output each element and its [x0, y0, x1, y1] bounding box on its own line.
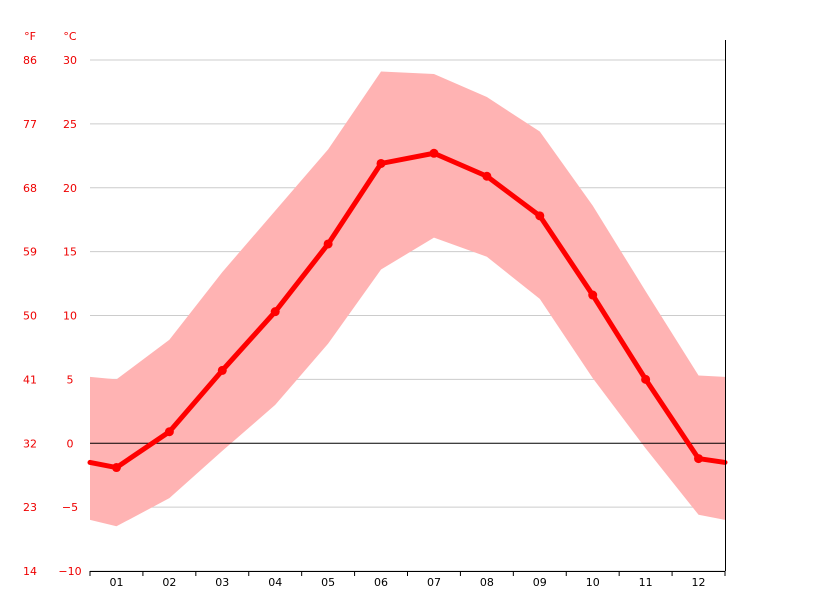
x-tick-label: 01 — [109, 576, 123, 589]
mean-temperature-points — [111, 148, 704, 473]
x-tick-label: 04 — [268, 576, 282, 589]
y-tick-label-celsius: 0 — [67, 437, 74, 450]
mean-temperature-point — [588, 290, 598, 300]
y-tick-label-fahrenheit: 14 — [23, 565, 37, 578]
y-tick-label-celsius: 10 — [63, 310, 77, 323]
temperature-range-band — [90, 71, 725, 527]
axes — [89, 40, 726, 576]
y-tick-label-fahrenheit: 32 — [23, 437, 37, 450]
y-tick-label-fahrenheit: 23 — [23, 501, 37, 514]
x-tick-label: 09 — [533, 576, 547, 589]
mean-temperature-point — [111, 463, 121, 473]
y-tick-label-fahrenheit: 59 — [23, 246, 37, 259]
fahrenheit-unit-label: °F — [24, 30, 36, 43]
y-tick-label-celsius: 25 — [63, 118, 77, 131]
x-tick-label: 03 — [215, 576, 229, 589]
mean-temperature-point — [217, 365, 227, 375]
y-tick-label-fahrenheit: 77 — [23, 118, 37, 131]
mean-temperature-polyline — [87, 150, 728, 471]
y-tick-label-celsius: 20 — [63, 182, 77, 195]
y-tick-label-celsius: 30 — [63, 54, 77, 67]
mean-temperature-point — [376, 158, 386, 168]
x-tick-label: 05 — [321, 576, 335, 589]
x-tick-label: 06 — [374, 576, 388, 589]
mean-temperature-point — [323, 239, 333, 249]
mean-temperature-line — [87, 150, 728, 471]
y-tick-label-fahrenheit: 86 — [23, 54, 37, 67]
y-tick-label-fahrenheit: 50 — [23, 310, 37, 323]
mean-temperature-point — [164, 427, 174, 437]
celsius-unit-label: °C — [63, 30, 77, 43]
y-tick-label-celsius: 5 — [67, 373, 74, 386]
y-tick-label-fahrenheit: 41 — [23, 373, 37, 386]
x-tick-label: 02 — [162, 576, 176, 589]
y-tick-label-celsius: 15 — [63, 246, 77, 259]
temperature-range-area — [90, 71, 725, 527]
mean-temperature-point — [694, 454, 704, 464]
x-tick-label: 12 — [692, 576, 706, 589]
mean-temperature-point — [535, 211, 545, 221]
mean-temperature-point — [482, 171, 492, 181]
x-tick-label: 11 — [639, 576, 653, 589]
y-axis-labels: °F °C 86 30 77 25 68 20 59 15 50 10 41 5 32 0 23 −5 14 −1… — [23, 30, 82, 578]
x-tick-label: 07 — [427, 576, 441, 589]
mean-temperature-point — [641, 374, 651, 384]
y-tick-label-fahrenheit: 68 — [23, 182, 37, 195]
y-tick-label-celsius: −10 — [58, 565, 81, 578]
x-tick-label: 08 — [480, 576, 494, 589]
mean-temperature-point — [270, 307, 280, 317]
mean-temperature-point — [429, 148, 439, 158]
x-axis-labels: 01 02 03 04 05 06 07 08 09 10 11 12 — [109, 576, 705, 589]
y-tick-label-celsius: −5 — [62, 501, 78, 514]
x-tick-label: 10 — [586, 576, 600, 589]
